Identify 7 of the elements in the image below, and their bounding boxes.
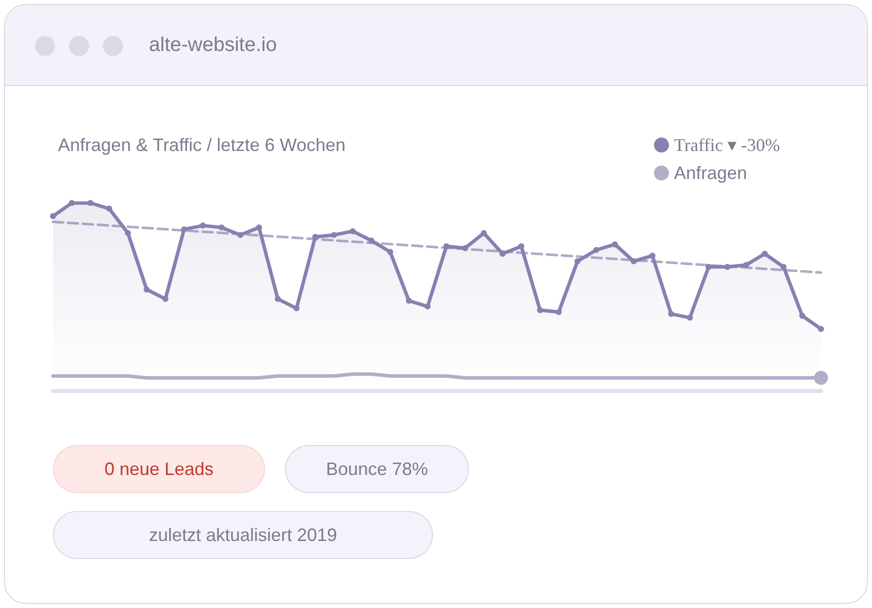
chart-title: Anfragen & Traffic / letzte 6 Wochen [58,135,346,155]
text: 0 neue Leads [53,445,265,493]
text: alte-website.io [149,34,277,57]
text: zuletzt aktualisiert 2019 [53,511,433,559]
text: Bounce 78% [285,445,469,493]
legend-label: Traffic ▾ -30% [674,135,780,155]
legend-label: Anfragen [674,163,748,183]
